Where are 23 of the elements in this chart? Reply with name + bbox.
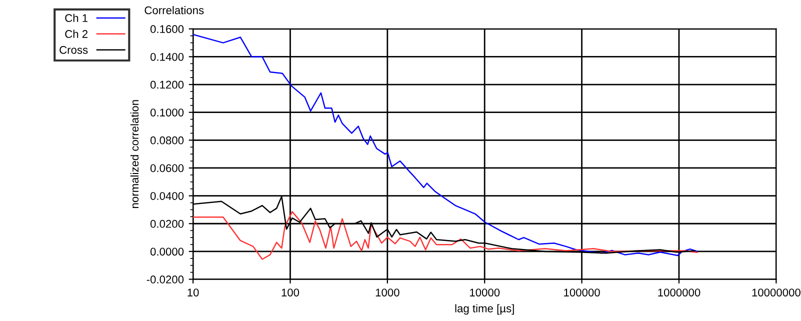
x-tick-label: 1000000 [658,288,700,296]
y-tick-label: 0.1000 [150,108,184,116]
legend-label: Cross [60,46,88,54]
x-axis-title: lag time [µs] [455,304,514,315]
y-tick-label: 0.1600 [150,25,184,34]
x-tick-label: 100 [282,288,300,296]
y-tick-label: 0.0200 [150,220,184,228]
x-tick-label: 100000 [564,288,600,296]
y-tick-label: 0.1200 [150,80,184,89]
y-tick-label: 0.1400 [150,52,184,61]
legend-label: Ch 2 [65,30,88,38]
x-tick-label: 1000 [376,288,400,296]
y-axis-title: normalized correlation [130,100,139,208]
legend-label: Ch 1 [65,14,88,22]
x-tick-label: 10000 [470,288,500,296]
y-tick-label: 0.0400 [150,192,184,200]
y-tick-label: 0.0800 [150,136,184,144]
x-tick-label: 10000000 [752,288,800,296]
y-tick-label: 0.0600 [150,164,184,172]
y-tick-label: 0.0000 [150,248,184,256]
chart-title: Correlations [144,6,204,14]
x-tick-label: 10 [188,288,199,296]
y-tick-label: -0.0200 [146,276,184,284]
